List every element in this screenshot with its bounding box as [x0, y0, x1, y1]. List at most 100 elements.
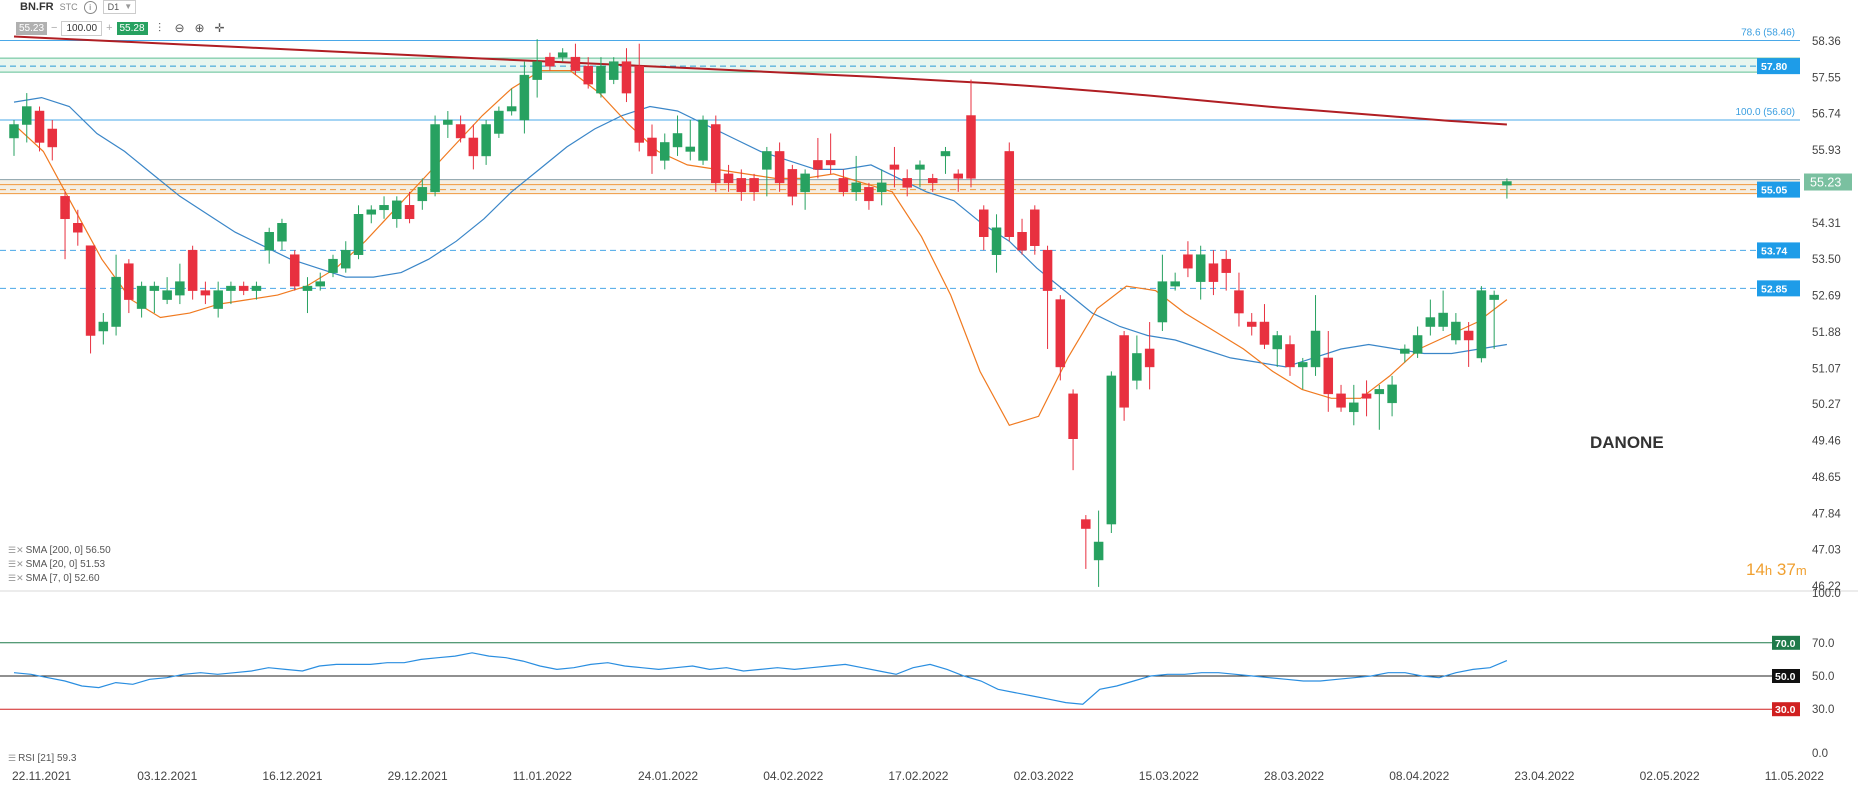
quantity-input[interactable]: 100.00 [61, 20, 103, 36]
candle-body [1412, 335, 1423, 354]
candle-body [940, 151, 951, 157]
candle-body [889, 164, 900, 170]
candle-body [1336, 393, 1346, 408]
candle-body [1361, 393, 1372, 399]
candle-body [47, 128, 58, 148]
candle-body [902, 178, 912, 188]
date-tick: 08.04.2022 [1389, 769, 1449, 783]
date-tick: 02.03.2022 [1014, 769, 1074, 783]
candle-body [213, 290, 223, 309]
sma20-line [13, 96, 1507, 368]
candle-body [264, 231, 274, 251]
fib-label-786: 78.6 (58.46) [1741, 28, 1795, 39]
candle-body [660, 142, 670, 161]
zoom-in-icon[interactable]: ⊕ [194, 21, 205, 35]
price-tick: 50.27 [1812, 399, 1841, 411]
rsi-tick-30: 30.0 [1812, 704, 1834, 716]
price-tick: 46.22 [1812, 581, 1841, 593]
tag-53-74-bg [1757, 242, 1800, 259]
candle-body [1157, 281, 1168, 323]
candle-body [1030, 209, 1040, 246]
info-icon[interactable]: i [83, 0, 97, 14]
date-tick: 17.02.2022 [888, 769, 948, 783]
candle-body [1374, 389, 1385, 395]
tag-57-80: 57.80 [1761, 61, 1787, 73]
candle-body [1068, 393, 1078, 440]
chevron-down-icon: ▼ [124, 2, 133, 11]
market-label: STC [59, 2, 78, 12]
candle-body [34, 110, 45, 143]
candle-body [1476, 290, 1487, 359]
candle-body [341, 249, 351, 269]
quantity-increase-button[interactable]: + [106, 22, 113, 34]
candle-body [162, 290, 172, 300]
candle-body [519, 74, 530, 121]
ask-price-button[interactable]: 55.28 [116, 21, 148, 35]
settings-icon[interactable]: ☰ [8, 753, 17, 763]
rsi-tag-30: 30.0 [1775, 704, 1796, 716]
bid-price-button[interactable]: 55.23 [16, 21, 48, 35]
candle-body [1183, 254, 1193, 269]
candle-body [481, 124, 491, 157]
settings-icon[interactable]: ☰✕ [8, 559, 24, 569]
candle-body [698, 119, 708, 161]
candle-body [1451, 321, 1461, 341]
price-tick: 53.50 [1812, 254, 1841, 266]
price-tick: 55.93 [1812, 145, 1841, 157]
symbol-label[interactable]: BN.FR [20, 1, 54, 13]
settings-icon[interactable]: ☰✕ [8, 573, 24, 583]
rsi-tick-0: 0.0 [1812, 748, 1828, 760]
candle-body [685, 146, 696, 152]
date-tick: 22.11.2021 [12, 769, 71, 783]
candle-body [813, 160, 823, 170]
candle-body [455, 124, 466, 139]
quantity-decrease-button[interactable]: − [51, 22, 58, 34]
candle-body [711, 124, 721, 184]
legend-sma20[interactable]: ☰✕ SMA [20, 0] 51.53 [8, 559, 106, 570]
zoom-out-icon[interactable]: ⊖ [174, 21, 185, 35]
timeframe-select[interactable]: D1 ▼ [102, 0, 137, 14]
rsi-panel: 100.0 0.0 70.0 50.0 30.0 70.0 50.0 30.0 [0, 588, 1841, 760]
candle-body [1234, 290, 1244, 314]
candle-body [583, 65, 593, 85]
candle-body [494, 110, 504, 134]
candle-body [787, 169, 798, 197]
candle-body [277, 223, 287, 242]
candle-body [991, 227, 1002, 255]
candle-body [1081, 519, 1091, 529]
candle-body [1093, 541, 1104, 561]
candle-body [9, 124, 19, 139]
rsi-tag-50: 50.0 [1775, 671, 1796, 683]
rsi-tag-50-bg [1772, 669, 1800, 683]
candle-body [226, 285, 236, 291]
candle-body [557, 52, 568, 58]
candles-icon[interactable]: ⫶ [158, 20, 162, 35]
candle-body [979, 209, 989, 237]
candle-body [1144, 348, 1155, 368]
candle-body [1463, 330, 1474, 341]
candle-body [506, 106, 517, 112]
candle-body [430, 124, 440, 193]
crosshair-icon[interactable]: ✛ [214, 21, 225, 35]
candle-body [1017, 231, 1027, 251]
candle-body [289, 254, 300, 287]
legend-rsi[interactable]: ☰ RSI [21] 59.3 [8, 753, 77, 764]
candle-body [392, 200, 402, 220]
candle-body [1246, 321, 1257, 327]
candle-body [443, 119, 453, 125]
moving-averages [13, 35, 1508, 427]
candle-body [596, 65, 606, 94]
candle-timer: 14h 37m [1746, 560, 1807, 579]
candle-body [800, 173, 810, 193]
candle-body [404, 205, 415, 220]
date-tick: 24.01.2022 [638, 769, 698, 783]
date-tick: 28.03.2022 [1264, 769, 1324, 783]
candle-body [864, 187, 874, 202]
candle-body [366, 209, 377, 215]
candle-body [1221, 258, 1231, 273]
settings-icon[interactable]: ☰✕ [8, 545, 24, 555]
candle-body [124, 263, 134, 300]
legend-sma7[interactable]: ☰✕ SMA [7, 0] 52.60 [8, 573, 100, 584]
legend-sma200[interactable]: ☰✕ SMA [200, 0] 56.50 [8, 545, 111, 556]
